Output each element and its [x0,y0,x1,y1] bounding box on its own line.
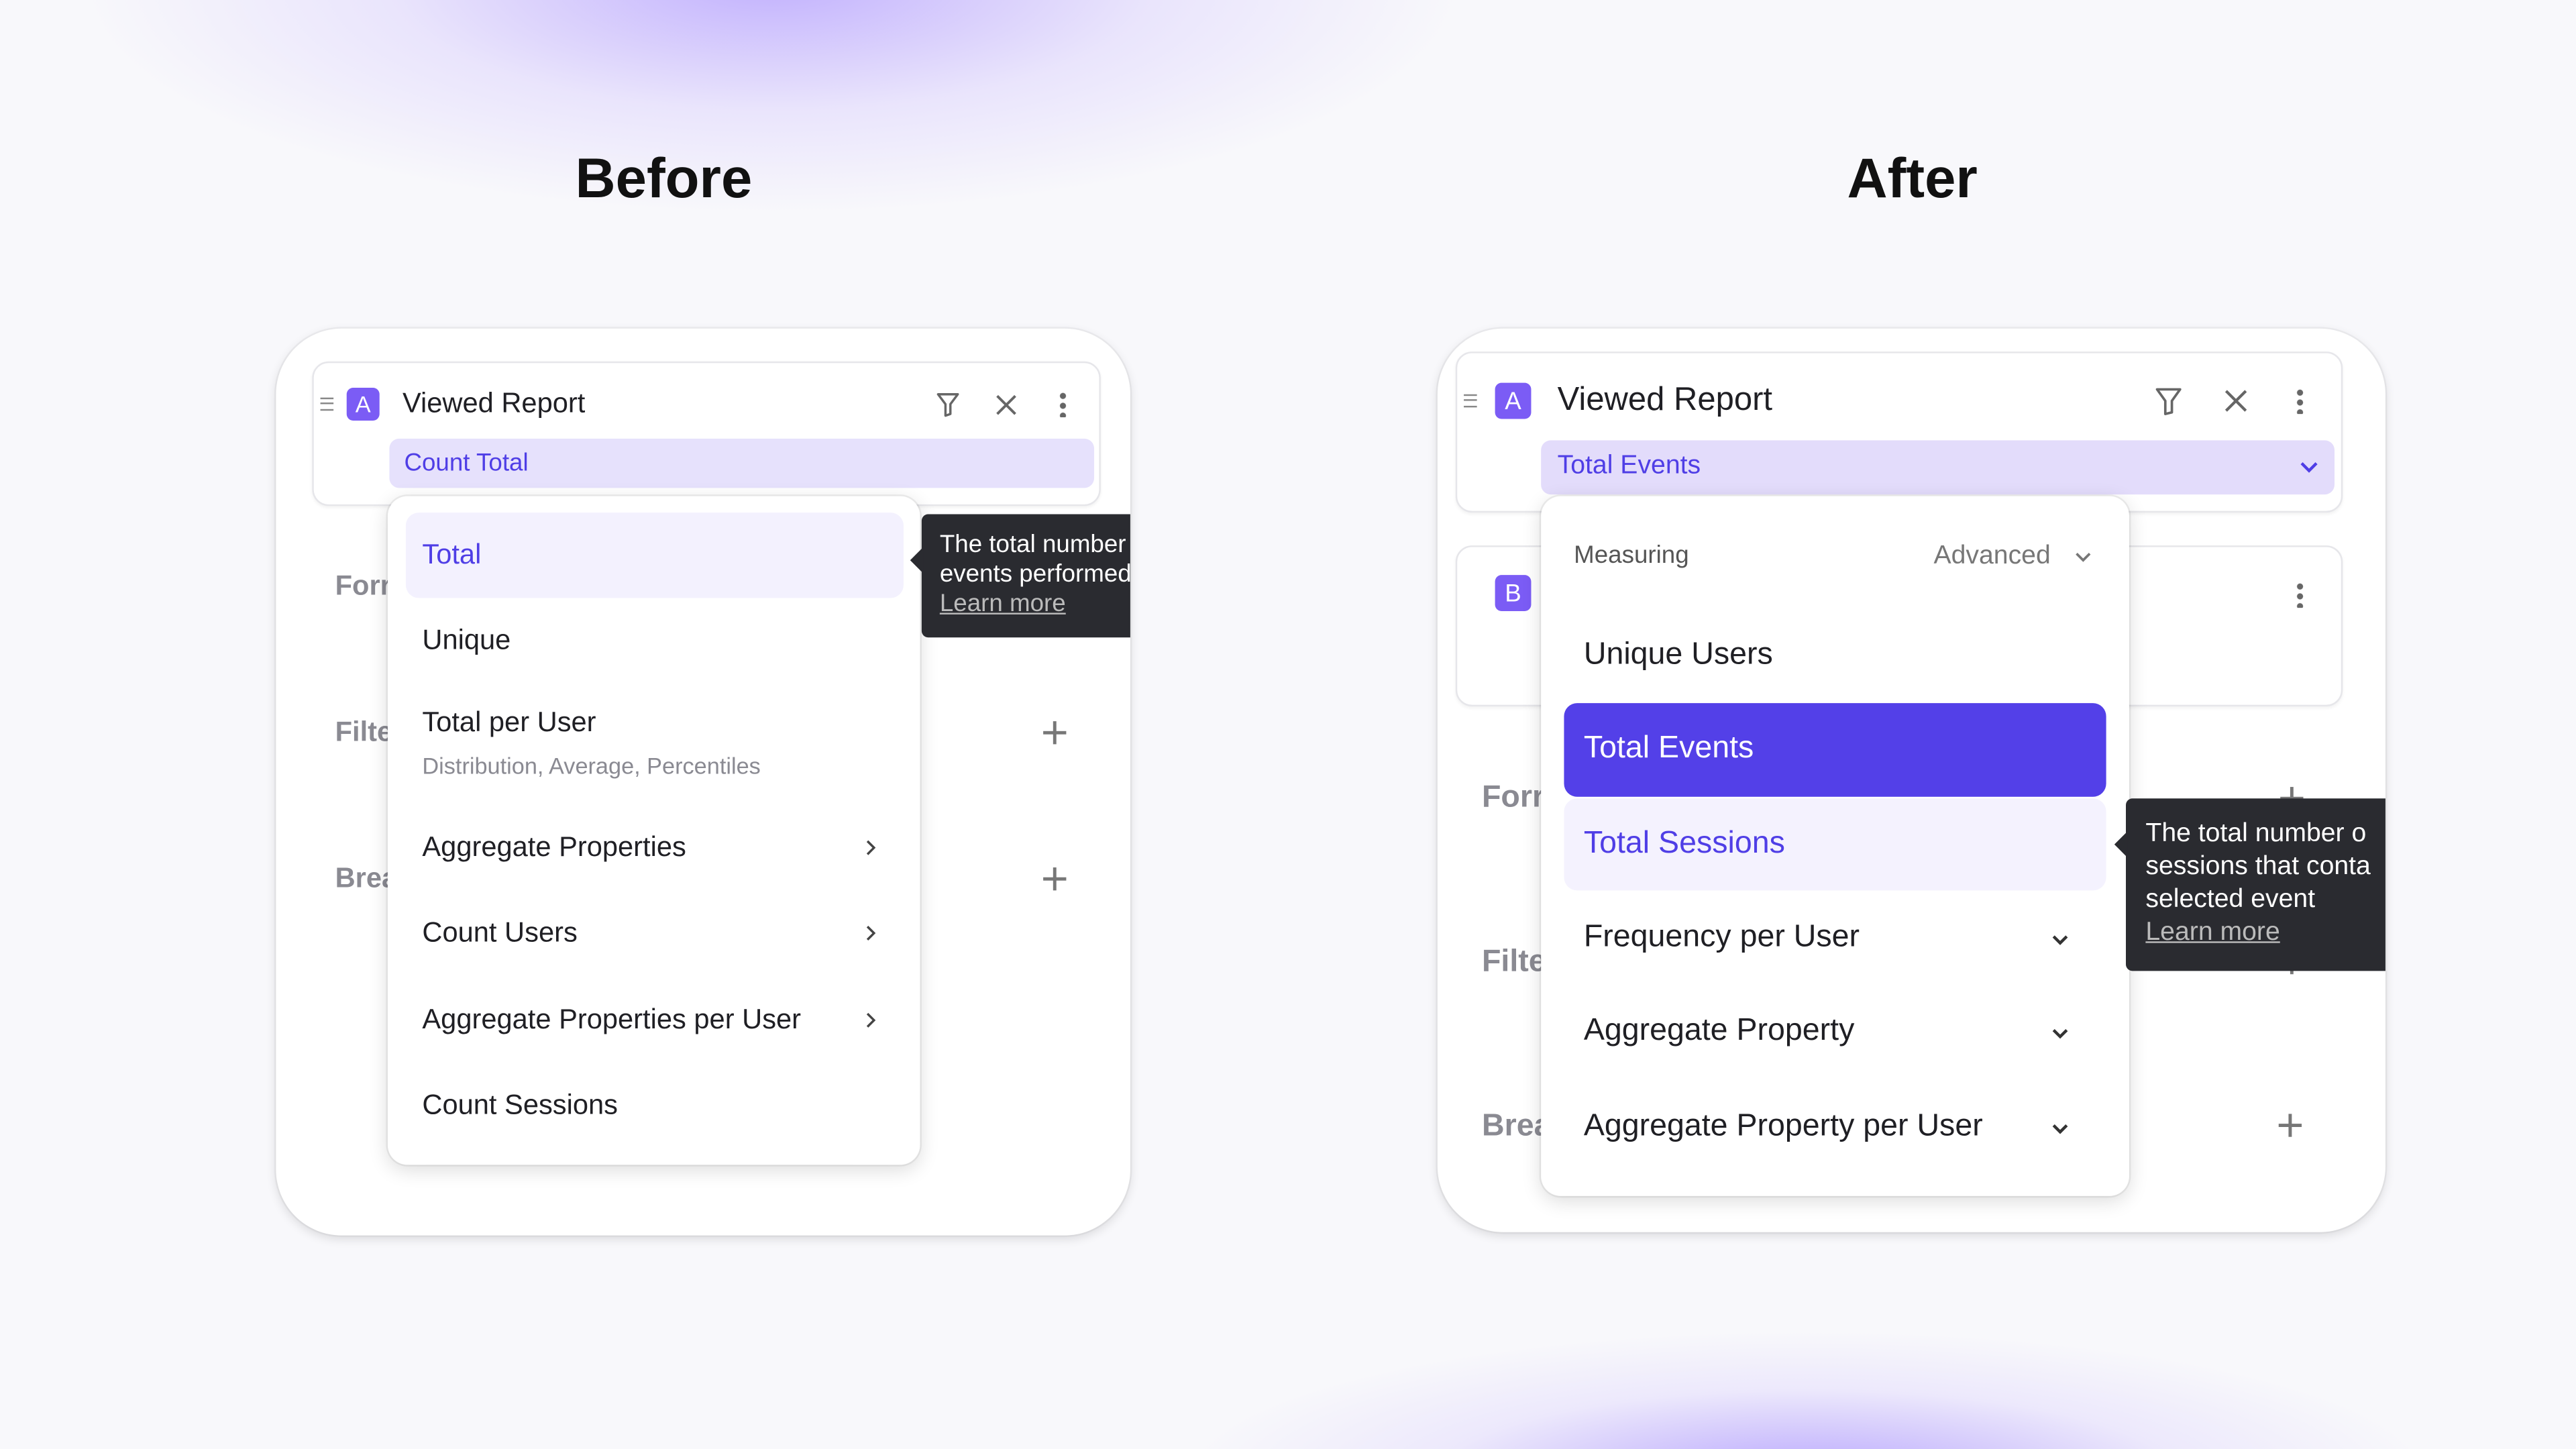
menu-item-aggregate-property-per-user[interactable]: Aggregate Property per User [1583,1109,1983,1144]
measure-menu: Total Unique Total per User Distribution… [387,496,920,1165]
event-card-a[interactable]: A Viewed Report Total Events [1455,352,2343,513]
chevron-down-icon [2300,462,2318,473]
menu-item-count-users[interactable]: Count Users [422,916,578,949]
event-badge: A [1495,382,1532,419]
menu-item-label: Total Events [1583,731,1754,766]
tooltip: The total number o sessions that conta s… [2114,798,2385,971]
chevron-down-icon [2052,1124,2068,1134]
menu-item-aggregate-property[interactable]: Aggregate Property [1583,1014,1855,1049]
add-formula-icon[interactable] [2280,787,2304,810]
filter-icon[interactable] [2155,388,2182,416]
menu-item-count-sessions[interactable]: Count Sessions [422,1089,619,1121]
tooltip-text: The total number o [2145,820,2367,848]
chevron-right-icon [866,1012,876,1028]
filter-icon[interactable] [936,392,959,417]
measure-menu: Measuring Advanced Unique Users Total Ev… [1541,496,2129,1196]
menu-item-label: Total Sessions [1583,826,1785,861]
after-heading: After [1847,148,1978,211]
menu-item-total-per-user[interactable]: Total per User [422,706,596,738]
menu-item-total-events[interactable]: Total Events [1564,703,2106,797]
menu-item-frequency-per-user[interactable]: Frequency per User [1583,920,1860,955]
formula-label: Forr [335,570,391,602]
measure-label: Total Events [1557,451,1701,480]
close-icon[interactable] [2224,389,2247,412]
tooltip-text: events performed [939,560,1130,588]
filter-label: Filte [1481,945,1546,979]
chevron-right-icon [866,926,876,941]
menu-item-unique[interactable]: Unique [422,624,511,656]
more-options-icon[interactable] [2296,581,2304,608]
drag-handle-icon[interactable] [1464,394,1477,408]
breakdown-label: Brea [335,862,398,894]
menu-header: Measuring [1574,541,1689,570]
measure-label: Count Total [404,449,529,478]
event-name[interactable]: Viewed Report [1557,382,1773,419]
menu-item-total-sessions[interactable]: Total Sessions [1564,798,2106,891]
chevron-down-icon [2052,935,2068,945]
measure-selector[interactable]: Total Events [1541,440,2335,495]
more-options-icon[interactable] [1059,390,1067,418]
add-breakdown-icon[interactable] [1043,867,1067,891]
menu-item-unique-users[interactable]: Unique Users [1583,637,1773,672]
tooltip-text: selected event [2145,885,2316,914]
tooltip-text: The total number [939,531,1126,559]
measure-selector[interactable]: Count Total [389,438,1095,488]
breakdown-label: Brea [1481,1109,1552,1144]
drag-handle-icon[interactable] [320,397,334,411]
chevron-down-icon [2076,553,2091,562]
menu-item-total[interactable]: Total [405,513,904,598]
event-badge: B [1495,575,1532,612]
event-card-a[interactable]: A Viewed Report Count Total [312,361,1101,506]
before-panel: A Viewed Report Count Total Forr Filte B… [276,328,1130,1236]
before-heading: Before [575,148,753,211]
formula-label: Forr [1481,780,1545,815]
chevron-down-icon [2052,1028,2068,1039]
add-filter-icon[interactable] [1043,721,1067,745]
menu-item-aggregate-properties[interactable]: Aggregate Properties [422,831,686,863]
tooltip-text: sessions that conta [2145,853,2371,881]
add-breakdown-icon[interactable] [2278,1114,2305,1140]
close-icon[interactable] [996,394,1017,416]
event-badge: A [346,387,380,421]
menu-item-label: Total [422,539,482,570]
more-options-icon[interactable] [2296,387,2304,415]
advanced-toggle[interactable]: Advanced [1933,542,2051,570]
chevron-right-icon [866,840,876,855]
filter-label: Filte [335,716,393,748]
learn-more-link[interactable]: Learn more [2145,918,2280,947]
menu-item-sublabel: Distribution, Average, Percentiles [422,752,761,779]
after-panel: A Viewed Report Total Events B Forr Filt… [1437,328,2385,1232]
menu-item-aggregate-properties-per-user[interactable]: Aggregate Properties per User [422,1004,802,1035]
event-name[interactable]: Viewed Report [402,387,586,419]
learn-more-link[interactable]: Learn more [939,590,1066,618]
tooltip: The total number events performed Learn … [910,514,1130,638]
